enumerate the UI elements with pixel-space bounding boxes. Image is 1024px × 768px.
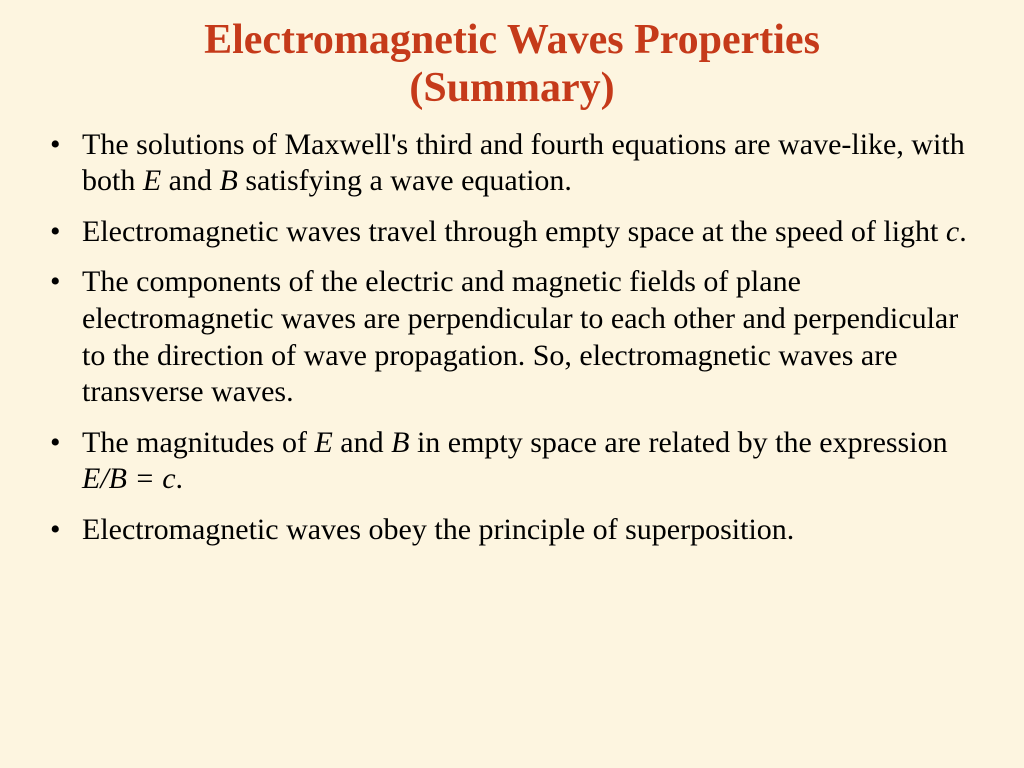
- bullet-text-segment: Electromagnetic waves travel through emp…: [82, 215, 946, 248]
- bullet-text-segment: B: [220, 164, 238, 197]
- bullet-text-segment: and: [161, 164, 219, 197]
- bullet-item: Electromagnetic waves obey the principle…: [78, 512, 986, 549]
- bullet-text-segment: .: [176, 462, 184, 495]
- bullet-text-segment: c: [946, 215, 959, 248]
- slide-title: Electromagnetic Waves Properties (Summar…: [30, 16, 994, 113]
- bullet-text-segment: B: [391, 426, 409, 459]
- title-line-1: Electromagnetic Waves Properties: [204, 17, 820, 63]
- bullet-text-segment: Electromagnetic waves obey the principle…: [82, 513, 794, 546]
- title-line-2: (Summary): [409, 65, 614, 111]
- bullet-item: The magnitudes of E and B in empty space…: [78, 425, 986, 498]
- bullet-text-segment: in empty space are related by the expres…: [409, 426, 947, 459]
- bullet-text-segment: satisfying a wave equation.: [238, 164, 572, 197]
- bullet-list: The solutions of Maxwell's third and fou…: [30, 127, 994, 549]
- slide: Electromagnetic Waves Properties (Summar…: [0, 0, 1024, 768]
- bullet-item: The components of the electric and magne…: [78, 264, 986, 410]
- bullet-text-segment: and: [333, 426, 391, 459]
- bullet-item: Electromagnetic waves travel through emp…: [78, 214, 986, 251]
- bullet-text-segment: The components of the electric and magne…: [82, 265, 958, 408]
- bullet-text-segment: .: [959, 215, 967, 248]
- bullet-item: The solutions of Maxwell's third and fou…: [78, 127, 986, 200]
- bullet-text-segment: E: [314, 426, 332, 459]
- bullet-text-segment: E/B = c: [82, 462, 176, 495]
- bullet-text-segment: E: [143, 164, 161, 197]
- bullet-text-segment: The magnitudes of: [82, 426, 314, 459]
